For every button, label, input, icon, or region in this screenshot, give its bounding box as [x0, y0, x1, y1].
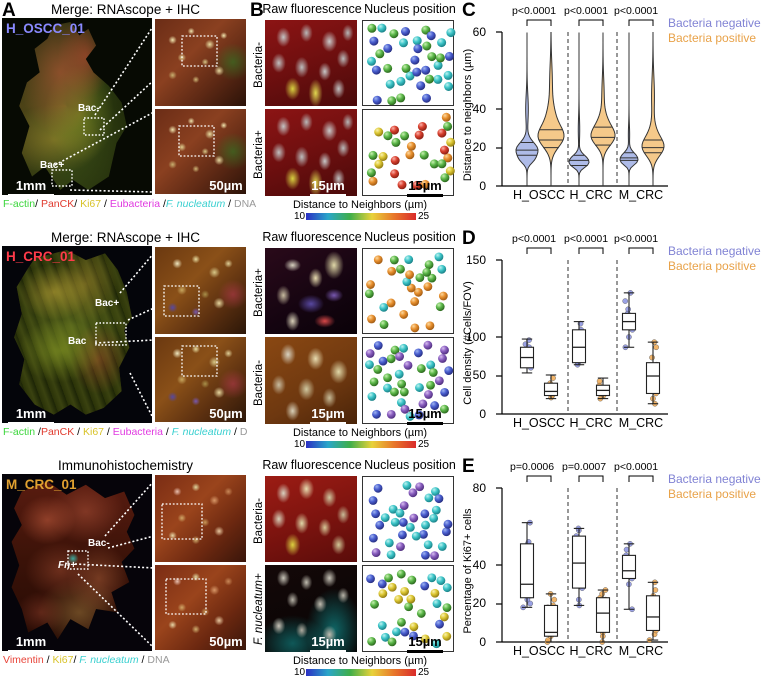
svg-text:60: 60 [473, 25, 487, 39]
svg-text:80: 80 [473, 481, 487, 495]
svg-text:40: 40 [473, 558, 487, 572]
svg-text:50: 50 [473, 368, 487, 382]
svg-text:40: 40 [473, 102, 487, 116]
svg-text:20: 20 [473, 596, 487, 610]
svg-text:100: 100 [466, 330, 486, 344]
svg-text:20: 20 [473, 140, 487, 154]
svg-text:150: 150 [466, 253, 486, 267]
svg-text:0: 0 [479, 635, 486, 649]
svg-text:0: 0 [479, 407, 486, 421]
svg-text:0: 0 [479, 179, 486, 193]
